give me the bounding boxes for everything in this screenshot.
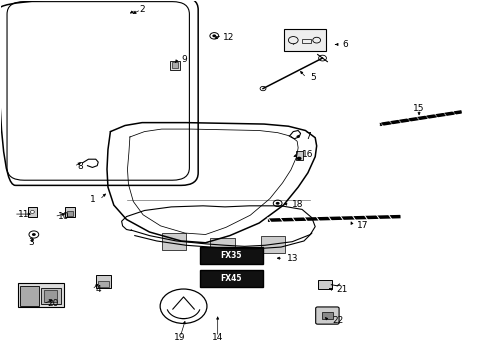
Text: 19: 19 [174, 333, 185, 342]
Text: 7: 7 [305, 132, 310, 141]
Bar [43, 291, 57, 302]
Bar [98, 281, 109, 287]
Bar [96, 275, 111, 288]
Text: 2: 2 [140, 5, 145, 14]
Text: 1: 1 [90, 195, 96, 204]
Text: FX45: FX45 [220, 274, 241, 283]
Bar [27, 207, 37, 217]
FancyBboxPatch shape [315, 307, 338, 324]
Bar [210, 238, 234, 255]
Bar [302, 39, 310, 43]
Bar [260, 235, 285, 253]
Bar [65, 207, 75, 217]
Bar [18, 283, 64, 307]
Text: 5: 5 [310, 73, 315, 82]
Text: 16: 16 [302, 150, 313, 159]
Text: 20: 20 [47, 299, 58, 308]
Text: 8: 8 [78, 162, 83, 171]
Text: 17: 17 [356, 221, 367, 230]
Text: 14: 14 [212, 333, 223, 342]
Text: 9: 9 [181, 55, 186, 64]
Text: 12: 12 [222, 33, 233, 42]
Bar [66, 211, 73, 216]
Bar [20, 286, 39, 306]
Text: 3: 3 [28, 238, 34, 247]
Text: FX35: FX35 [220, 251, 241, 260]
Text: 22: 22 [331, 316, 343, 325]
Bar [199, 247, 263, 264]
Circle shape [212, 35, 216, 37]
Bar [172, 62, 178, 68]
Bar [283, 30, 326, 51]
Circle shape [32, 233, 36, 236]
Text: 21: 21 [335, 285, 347, 294]
Bar [161, 233, 185, 250]
Bar [41, 288, 61, 304]
Bar [322, 312, 332, 319]
Bar [199, 270, 263, 287]
Text: 15: 15 [412, 104, 424, 113]
Bar [295, 151, 303, 160]
Text: 10: 10 [58, 212, 70, 221]
Text: 18: 18 [292, 200, 303, 209]
Circle shape [275, 202, 279, 205]
Text: 6: 6 [341, 40, 347, 49]
Text: 13: 13 [287, 254, 298, 263]
Bar [317, 280, 331, 289]
Bar [170, 60, 180, 69]
Text: 4: 4 [96, 285, 101, 294]
Circle shape [30, 211, 34, 213]
Circle shape [296, 157, 301, 160]
Text: 11: 11 [18, 210, 29, 219]
